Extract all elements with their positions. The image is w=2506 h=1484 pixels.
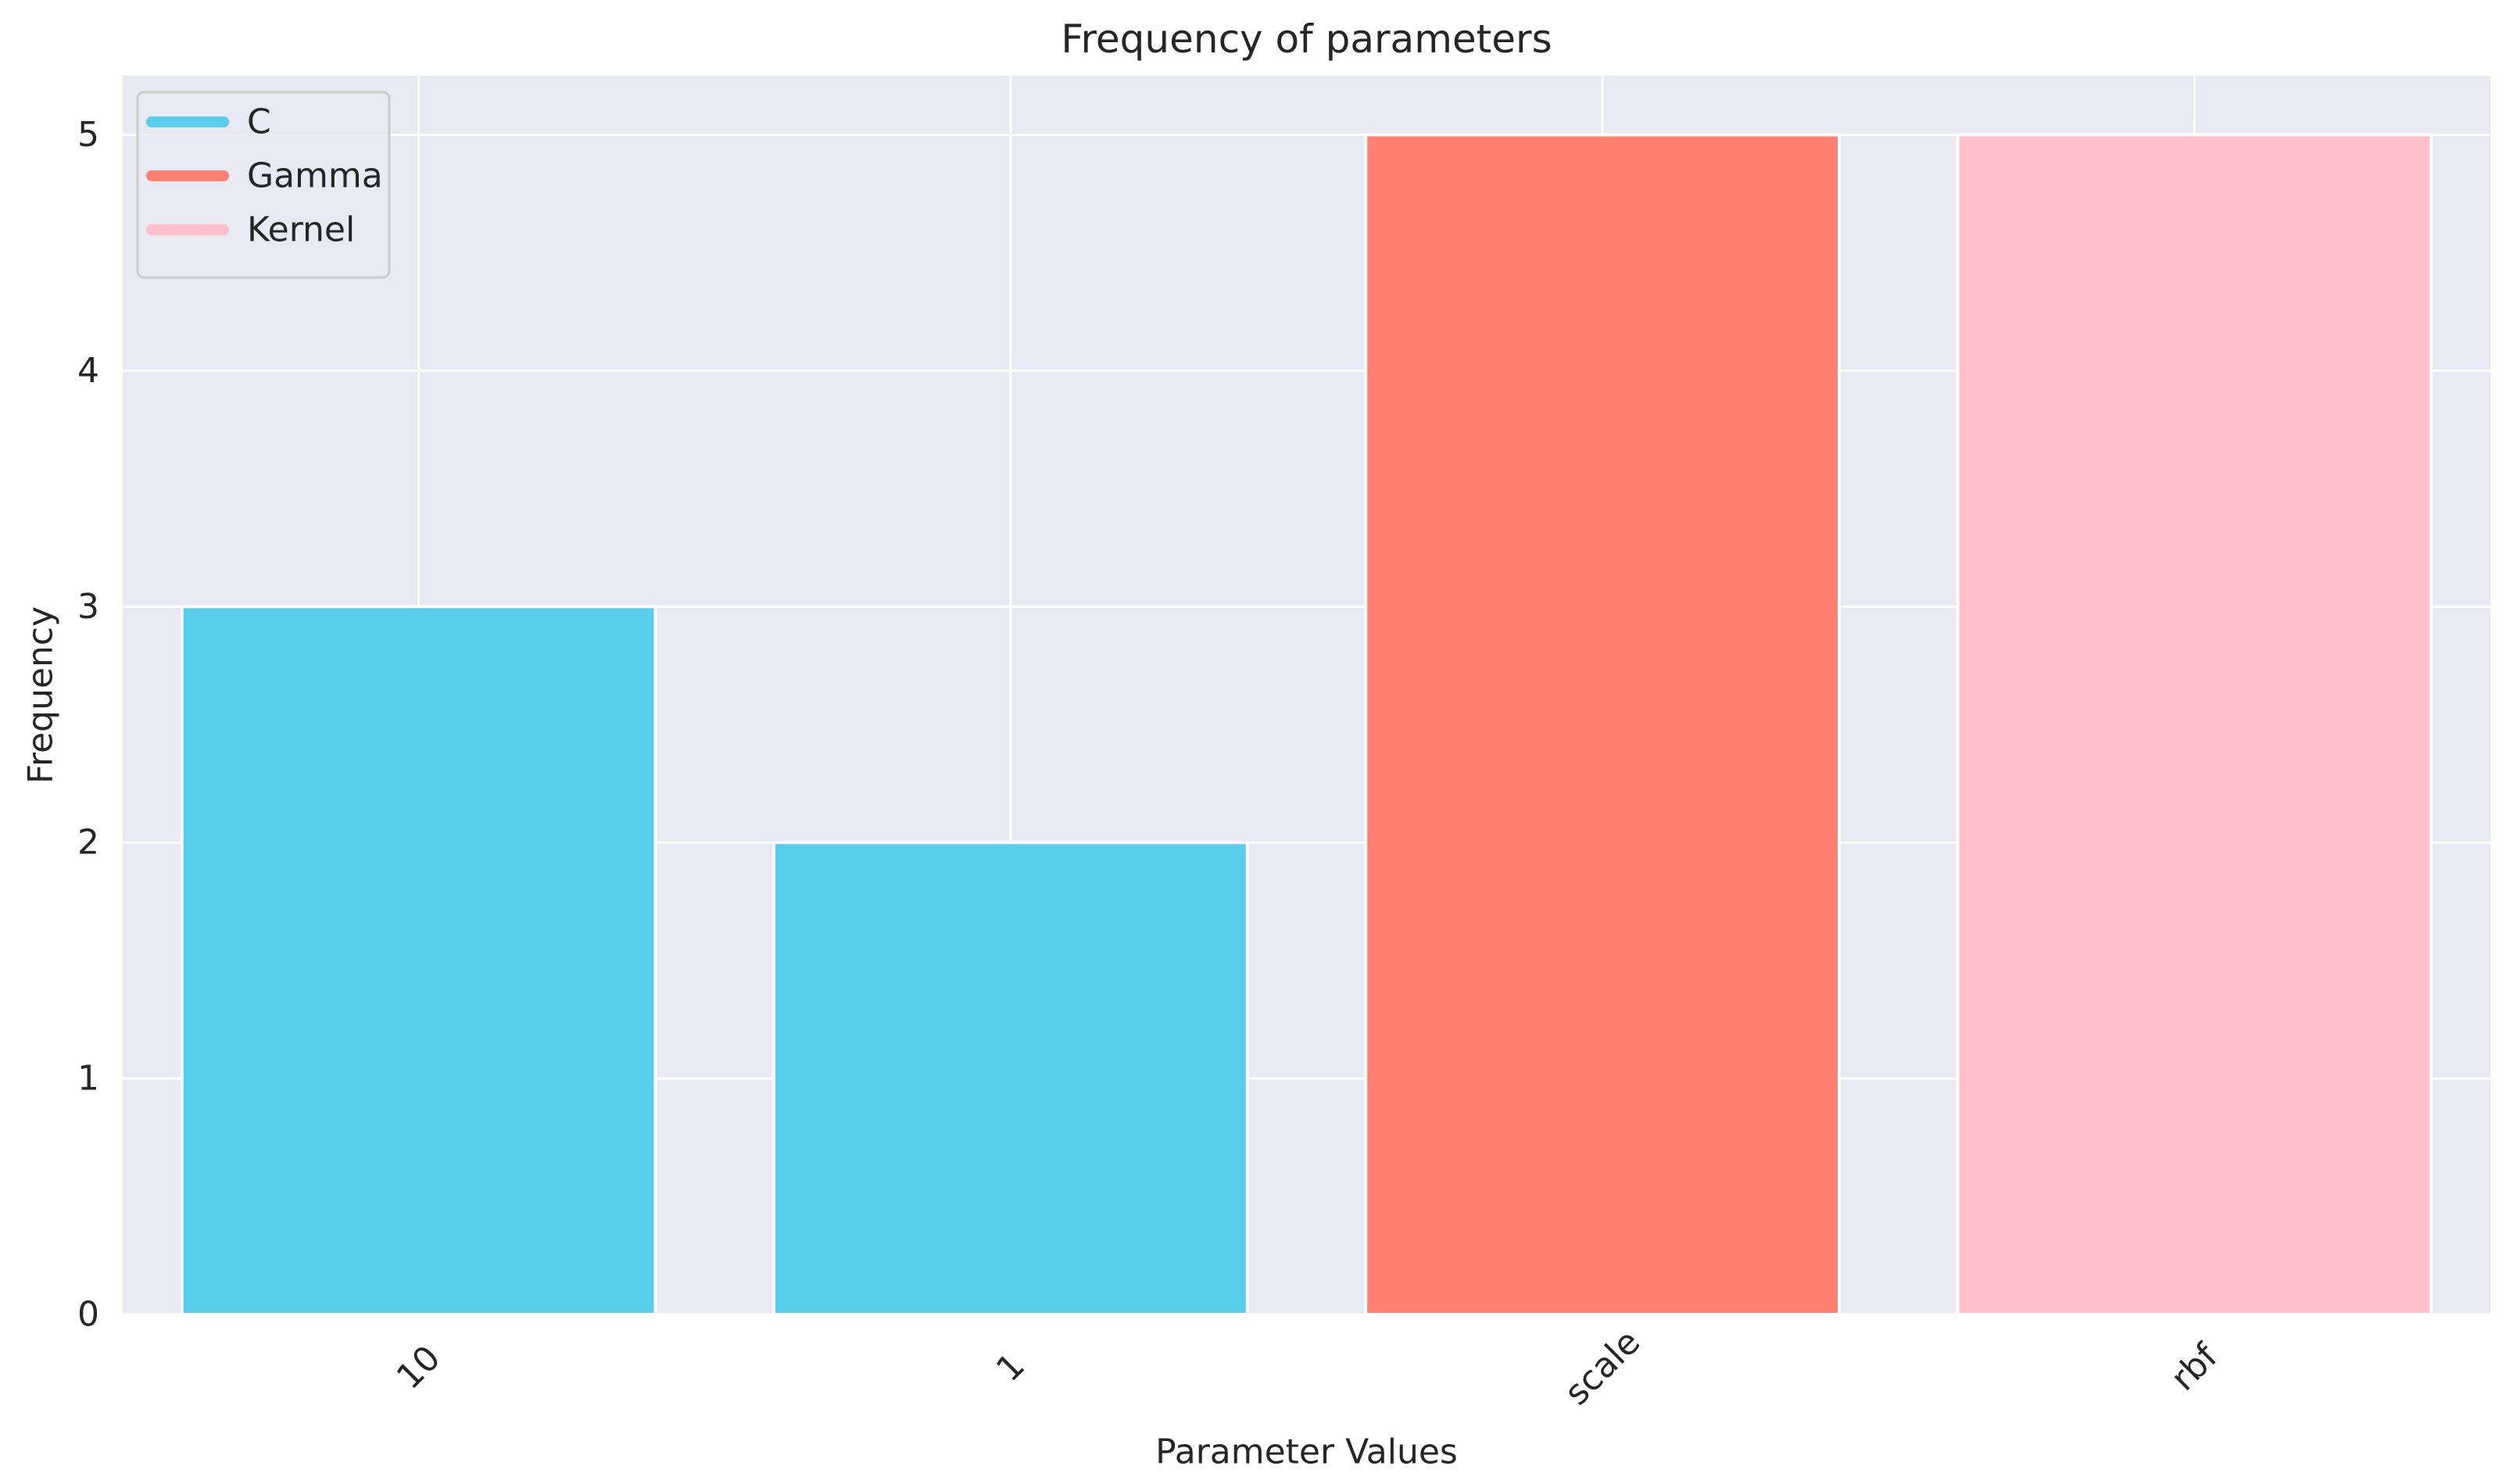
y-tick-label: 0 [77,1295,99,1335]
legend-label: Gamma [247,156,383,196]
y-tick-label: 2 [77,823,99,863]
y-tick-label: 4 [77,351,99,391]
legend-item-c: C [146,102,271,142]
y-axis-label: Frequency [21,606,61,784]
legend-items: C Gamma Kernel [146,102,383,250]
legend-item-kernel: Kernel [146,210,355,250]
bar-scale [1364,133,1842,1316]
y-tick-label: 3 [77,587,99,627]
chart-title: Frequency of parameters [1061,16,1552,62]
bars [180,133,2433,1316]
legend-label: C [247,102,271,142]
legend-item-gamma: Gamma [146,156,383,196]
bar-10 [180,605,657,1316]
y-tick-label: 5 [77,115,99,155]
bar-rbf [1956,133,2433,1316]
bar-1 [771,841,1249,1316]
legend-label: Kernel [247,210,355,250]
x-axis-label: Parameter Values [1155,1432,1458,1472]
y-axis-ticks: 0 1 2 3 4 5 [77,115,99,1335]
y-tick-label: 1 [77,1059,99,1099]
legend: C Gamma Kernel [136,91,391,279]
